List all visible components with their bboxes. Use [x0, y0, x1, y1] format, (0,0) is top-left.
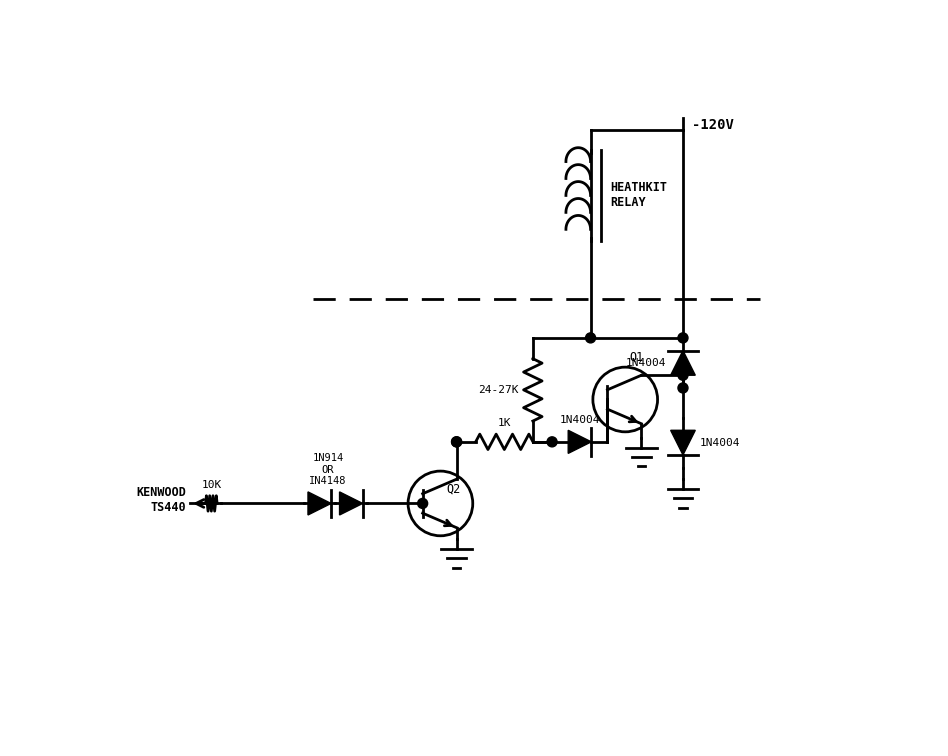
Circle shape — [547, 437, 557, 447]
Text: 24-27K: 24-27K — [479, 385, 519, 395]
Text: KENWOOD
TS440: KENWOOD TS440 — [137, 485, 187, 513]
Polygon shape — [568, 430, 592, 454]
Text: Q1: Q1 — [629, 350, 644, 364]
Text: 1N4004: 1N4004 — [700, 438, 740, 448]
Polygon shape — [339, 492, 363, 515]
Circle shape — [586, 333, 595, 343]
Text: 10K: 10K — [201, 479, 222, 490]
Circle shape — [451, 437, 462, 447]
Text: 1N914
OR
IN4148: 1N914 OR IN4148 — [309, 454, 347, 487]
Text: 1K: 1K — [498, 418, 511, 428]
Text: Q2: Q2 — [447, 483, 461, 496]
Circle shape — [678, 333, 688, 343]
Circle shape — [678, 383, 688, 393]
Polygon shape — [670, 430, 695, 455]
Polygon shape — [308, 492, 331, 515]
Text: HEATHKIT
RELAY: HEATHKIT RELAY — [610, 181, 666, 209]
Text: 1N4004: 1N4004 — [626, 358, 666, 368]
Circle shape — [678, 370, 688, 380]
Circle shape — [451, 437, 462, 447]
Polygon shape — [670, 351, 695, 375]
Circle shape — [418, 498, 428, 509]
Text: 1N4004: 1N4004 — [559, 415, 600, 425]
Text: -120V: -120V — [692, 118, 734, 132]
